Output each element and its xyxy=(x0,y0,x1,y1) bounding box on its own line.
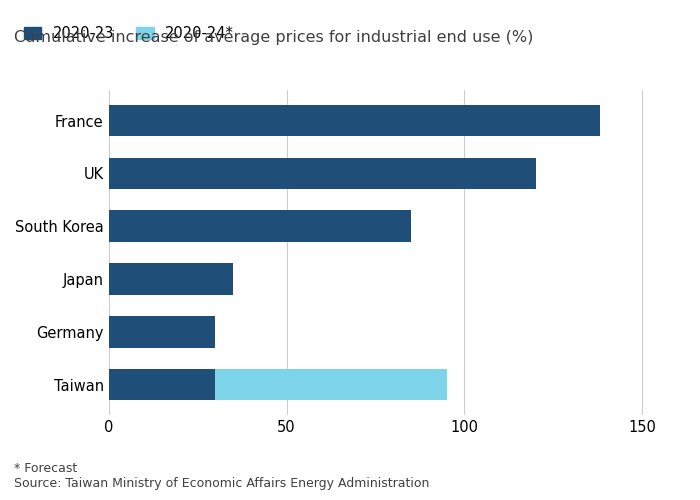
Text: Cumulative increase of average prices for industrial end use (%): Cumulative increase of average prices fo… xyxy=(14,30,533,45)
Bar xyxy=(108,105,600,136)
Legend: 2020-23, 2020-24*: 2020-23, 2020-24* xyxy=(24,26,234,41)
Bar xyxy=(108,263,233,295)
Text: * Forecast: * Forecast xyxy=(14,462,77,475)
Bar xyxy=(108,316,216,348)
Bar xyxy=(108,210,411,242)
Bar xyxy=(108,368,216,400)
Bar xyxy=(216,368,447,400)
Text: Source: Taiwan Ministry of Economic Affairs Energy Administration: Source: Taiwan Ministry of Economic Affa… xyxy=(14,478,429,490)
Bar xyxy=(108,158,536,189)
